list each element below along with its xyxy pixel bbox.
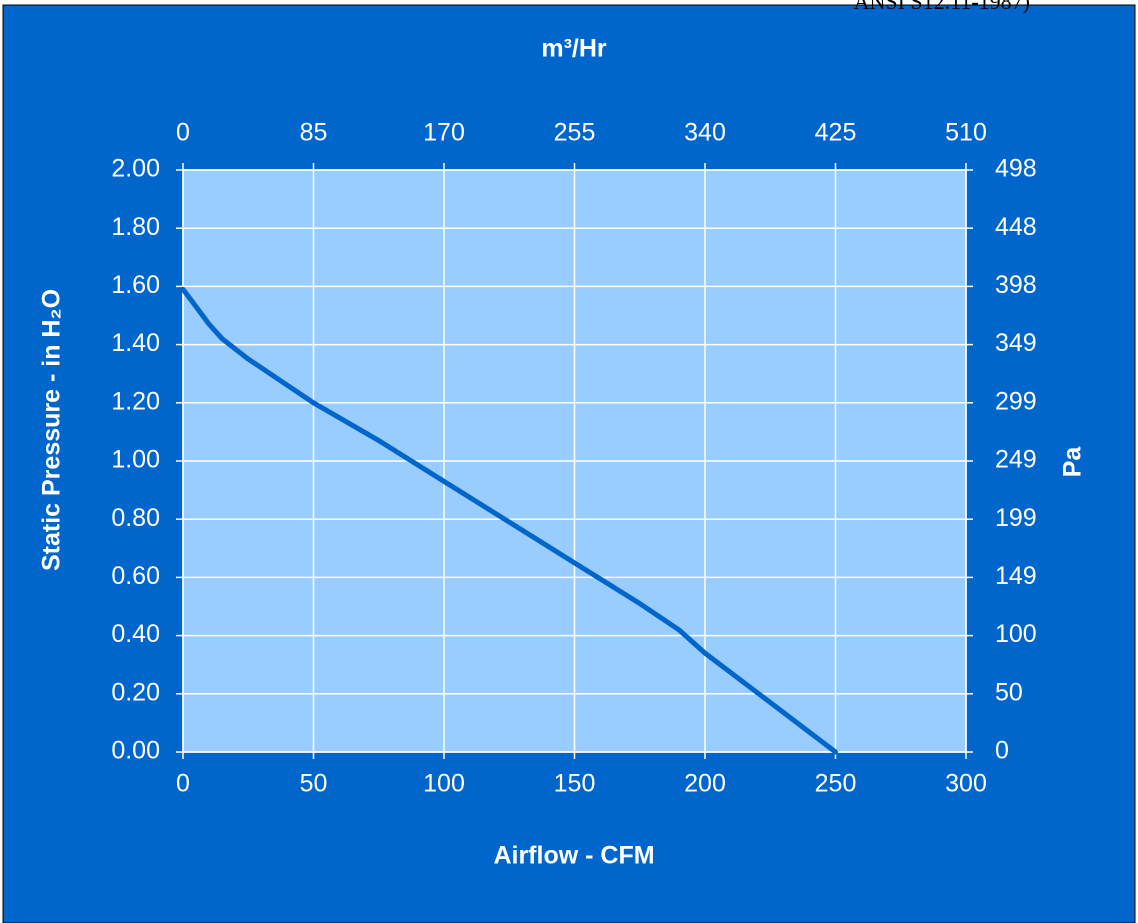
y-tick-label: 2.00 <box>111 155 160 183</box>
right-tick-label: 498 <box>995 155 1037 183</box>
right-tick-label: 249 <box>995 446 1037 474</box>
y-tick-label: 1.20 <box>111 387 160 415</box>
top-tick-label: 425 <box>815 119 857 147</box>
right-tick-label: 100 <box>995 620 1037 648</box>
x-tick-label: 250 <box>815 770 857 798</box>
top-tick-label: 0 <box>176 119 190 147</box>
y-tick-label: 1.60 <box>111 271 160 299</box>
x-axis-title: Airflow - CFM <box>493 842 654 870</box>
right-axis-title: Pa <box>1059 446 1087 478</box>
y-tick-label: 0.00 <box>111 737 160 765</box>
y-tick-label: 0.60 <box>111 562 160 590</box>
x-tick-label: 100 <box>423 770 465 798</box>
y-tick-label: 1.80 <box>111 213 160 241</box>
y-tick-label: 0.80 <box>111 504 160 532</box>
right-tick-label: 448 <box>995 213 1037 241</box>
y-tick-label: 0.20 <box>111 678 160 706</box>
y-tick-label: 0.40 <box>111 620 160 648</box>
top-tick-label: 255 <box>554 119 596 147</box>
series-line-fan-curve <box>180 286 838 755</box>
right-tick-label: 349 <box>995 329 1037 357</box>
x-tick-label: 0 <box>176 770 190 798</box>
top-tick-label: 170 <box>423 119 465 147</box>
x-tick-label: 300 <box>945 770 987 798</box>
x-tick-label: 150 <box>554 770 596 798</box>
right-tick-label: 199 <box>995 504 1037 532</box>
right-tick-label: 398 <box>995 271 1037 299</box>
right-tick-label: 149 <box>995 562 1037 590</box>
top-tick-label: 510 <box>945 119 987 147</box>
right-tick-label: 299 <box>995 387 1037 415</box>
top-tick-label: 340 <box>684 119 726 147</box>
top-axis-title: m³/Hr <box>541 35 607 63</box>
header-note: ANSI S12.11-1987) <box>854 0 1030 14</box>
right-tick-label: 50 <box>995 678 1023 706</box>
y-tick-label: 1.00 <box>111 446 160 474</box>
x-tick-label: 200 <box>684 770 726 798</box>
axis-ticks: 0 0 50 85 100 170 150 255 200 340 250 425 300 510 0.00… <box>111 119 1036 798</box>
y-tick-label: 1.40 <box>111 329 160 357</box>
right-tick-label: 0 <box>995 737 1009 765</box>
x-tick-label: 50 <box>300 770 328 798</box>
y-axis-title: Static Pressure - in H₂O <box>38 289 66 571</box>
top-tick-label: 85 <box>300 119 328 147</box>
